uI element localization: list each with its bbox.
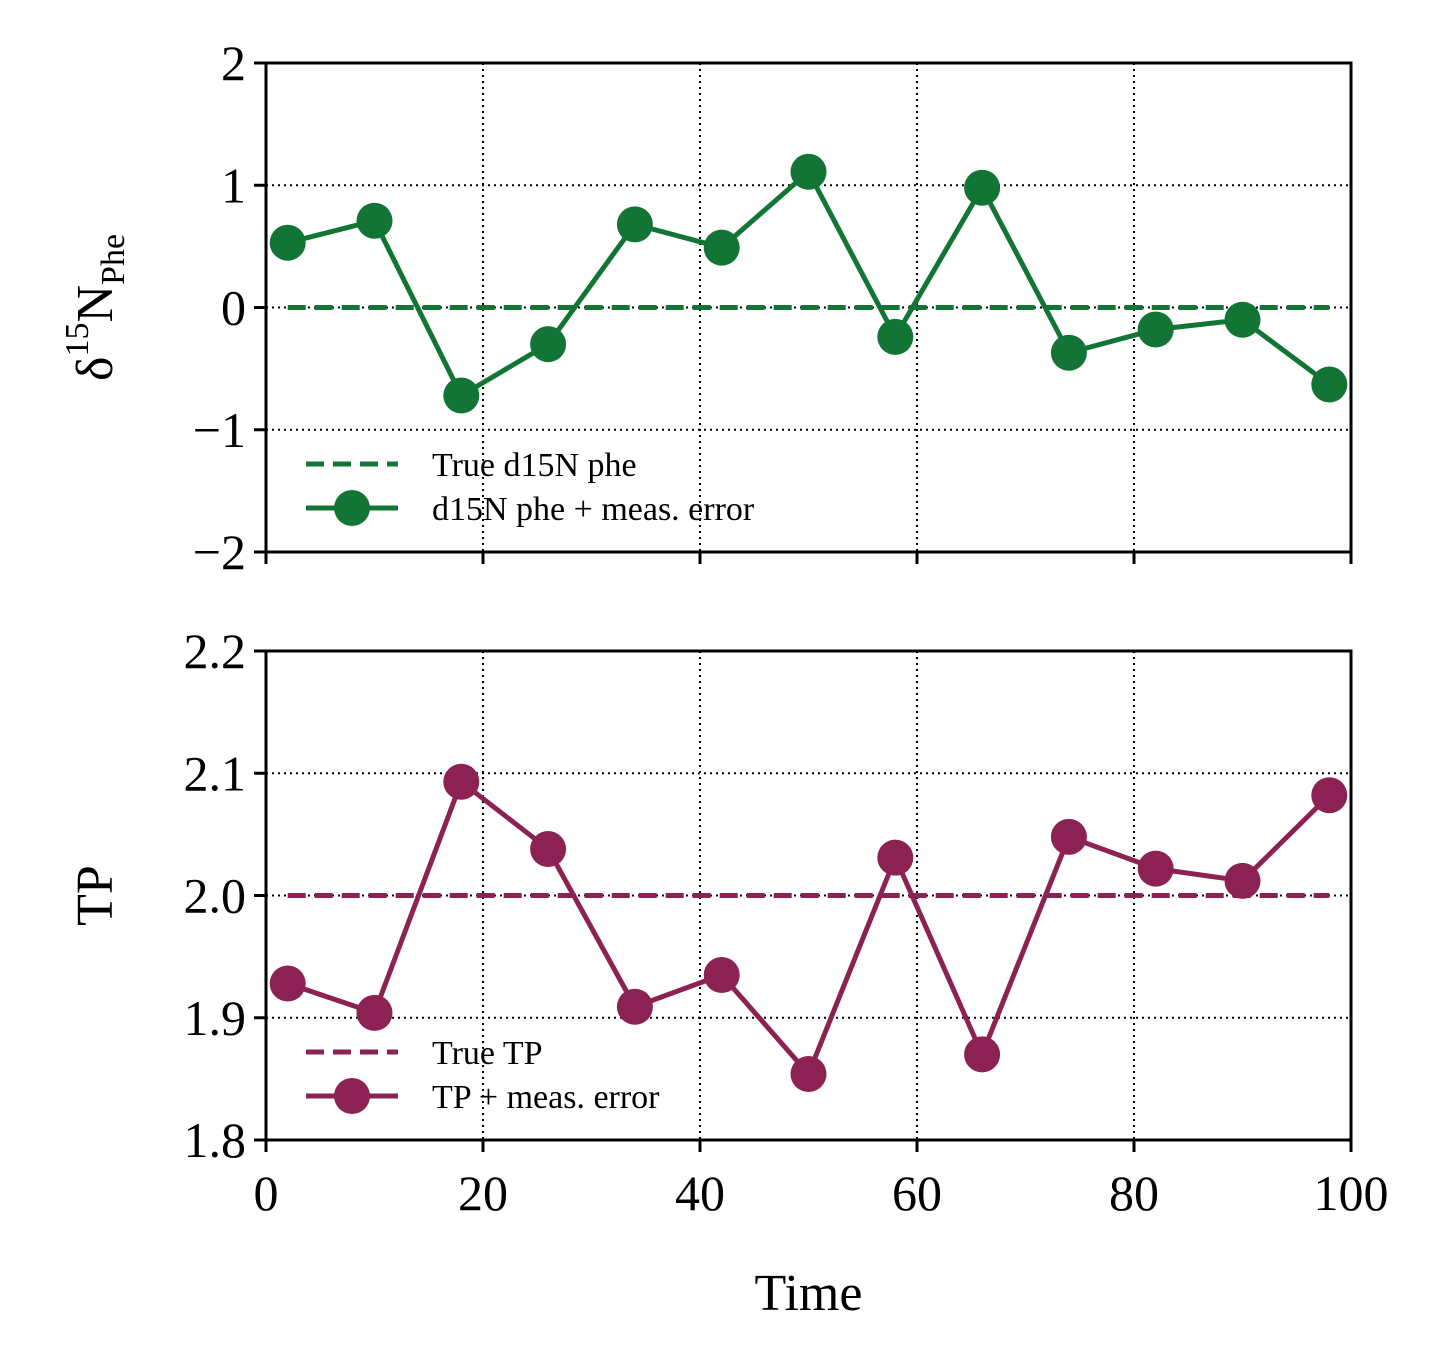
legend: True d15N phe d15N phe + meas. error [306, 447, 755, 528]
y-tick-label: 2.2 [184, 623, 247, 679]
data-point [1050, 818, 1087, 855]
series-line-measured [287, 169, 1331, 399]
x-tick-label: 20 [458, 1165, 508, 1221]
y-tick-label: 1 [221, 157, 246, 213]
data-point [1137, 850, 1174, 887]
legend-label-measured: d15N phe + meas. error [432, 491, 755, 528]
data-point [1137, 311, 1174, 348]
y-label-base: N [67, 285, 124, 323]
x-tick-label: 40 [675, 1165, 725, 1221]
legend-label-measured: TP + meas. error [432, 1079, 660, 1116]
data-point [1311, 366, 1348, 403]
data-point [1050, 334, 1087, 371]
data-point [530, 326, 567, 363]
data-point [703, 229, 740, 266]
data-point [1224, 862, 1261, 899]
y-tick-label: −2 [193, 524, 246, 580]
legend-marker-measured [334, 490, 370, 526]
x-tick-label: 60 [892, 1165, 942, 1221]
y-label-sup: 15 [59, 323, 96, 357]
data-point [269, 224, 306, 261]
legend-label-true: True TP [432, 1035, 543, 1072]
data-point [616, 206, 653, 243]
y-tick-label: −1 [193, 402, 246, 458]
data-point [530, 831, 567, 868]
y-axis-label: TP [67, 865, 124, 926]
y-tick-label: 2 [221, 35, 246, 91]
x-tick-label: 0 [254, 1165, 279, 1221]
y-axis-label: δ15NPhe [59, 234, 132, 381]
x-tick-label: 100 [1314, 1165, 1389, 1221]
panel-2: 0 20 40 60 80 100 1.8 1.9 2.0 2.1 2.2 TP Time True TP… [67, 623, 1389, 1322]
data-point [356, 202, 393, 239]
legend-marker-measured [334, 1078, 370, 1114]
data-point [790, 153, 827, 190]
data-point [964, 169, 1001, 206]
x-tick-label: 80 [1109, 1165, 1159, 1221]
series-line-measured [286, 779, 1332, 1077]
data-point [964, 1036, 1001, 1073]
legend-label-true: True d15N phe [432, 447, 637, 484]
data-point [703, 956, 740, 993]
panel-1: −2 −1 0 1 2 δ15NPhe True d15N phe d15N phe + me… [59, 35, 1353, 580]
data-point [443, 763, 480, 800]
data-point [1311, 777, 1348, 814]
y-label-sub: Phe [95, 234, 132, 285]
data-point [877, 839, 914, 876]
y-tick-label: 1.8 [184, 1112, 247, 1168]
y-tick-label: 2.0 [184, 868, 247, 924]
data-point [269, 965, 306, 1002]
data-point [356, 994, 393, 1031]
y-tick-label: 1.9 [184, 990, 247, 1046]
data-point [443, 377, 480, 414]
y-tick-label: 0 [221, 280, 246, 336]
y-label-main: δ [67, 357, 124, 382]
data-point [616, 988, 653, 1025]
legend: True TP TP + meas. error [306, 1035, 660, 1116]
data-point [1224, 301, 1261, 338]
y-tick-label: 2.1 [184, 745, 247, 801]
x-axis-label: Time [755, 1265, 863, 1322]
data-point [877, 318, 914, 355]
data-point [790, 1055, 827, 1092]
